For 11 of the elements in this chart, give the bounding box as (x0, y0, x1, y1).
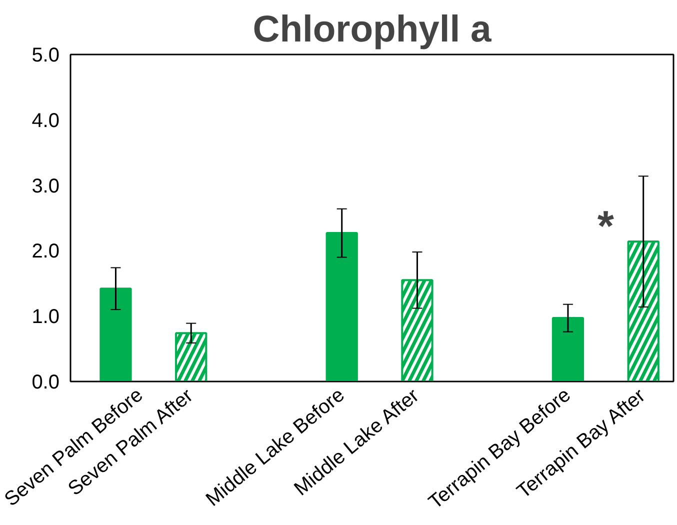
y-tick-label: 2.0 (32, 240, 60, 263)
y-tick-label: 4.0 (32, 110, 60, 132)
bar (552, 317, 584, 382)
y-tick-label: 3.0 (32, 175, 60, 198)
y-tick-label: 1.0 (32, 306, 60, 328)
bar (100, 288, 132, 382)
bar (326, 232, 358, 382)
chart-title: Chlorophyll a (252, 8, 492, 50)
y-tick-label: 5.0 (32, 44, 60, 66)
annotation: * (597, 202, 614, 251)
y-tick-label: 0.0 (32, 372, 60, 394)
